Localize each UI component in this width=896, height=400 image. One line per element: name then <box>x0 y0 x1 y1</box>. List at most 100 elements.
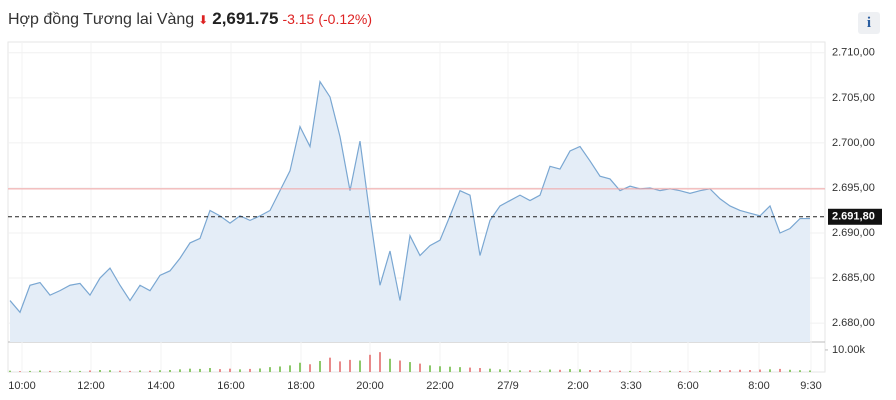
volume-bar <box>779 368 781 372</box>
y-tick-label: 2.680,00 <box>832 317 875 329</box>
volume-bar <box>599 370 601 372</box>
volume-bar <box>259 368 261 372</box>
volume-bar <box>439 366 441 372</box>
volume-bar <box>459 367 461 372</box>
x-tick-label: 6:00 <box>677 380 698 392</box>
plot-frame <box>7 41 826 373</box>
volume-bar <box>429 365 431 372</box>
volume-bar <box>139 370 141 372</box>
change: -3.15 <box>282 11 315 27</box>
volume-bar <box>279 366 281 372</box>
volume-tick-label: 10.00k <box>832 344 866 356</box>
volume-bar <box>199 368 201 372</box>
x-tick-label: 3:30 <box>620 380 641 392</box>
volume-bar <box>549 369 551 372</box>
volume-bar <box>509 370 511 372</box>
volume-bar <box>379 352 381 372</box>
volume-bar <box>709 370 711 372</box>
last-price-box <box>828 208 882 225</box>
volume-bar <box>219 369 221 372</box>
x-tick-label: 14:00 <box>147 380 175 392</box>
volume-bar <box>689 371 691 372</box>
volume-bar <box>469 367 471 372</box>
volume-bar <box>759 369 761 372</box>
volume-bar <box>629 370 631 372</box>
volume-bar <box>369 354 371 372</box>
x-tick-label: 9:30 <box>800 380 821 392</box>
volume-bar <box>329 357 331 372</box>
volume-bar <box>799 370 801 372</box>
volume-bar <box>529 370 531 372</box>
volume-bar <box>79 370 81 372</box>
volume-bar <box>159 370 161 372</box>
volume-bar <box>359 360 361 372</box>
change-percent: (-0.12%) <box>318 11 373 27</box>
volume-bar <box>809 370 811 372</box>
volume-bar <box>609 370 611 372</box>
last-price: 2,691.75 <box>212 9 279 28</box>
volume-bar <box>409 362 411 372</box>
volume-bar <box>229 368 231 372</box>
volume-bar <box>419 363 421 372</box>
volume-bar <box>749 370 751 372</box>
y-tick-label: 2.685,00 <box>832 272 875 284</box>
x-tick-label: 2:00 <box>567 380 588 392</box>
x-tick-label: 22:00 <box>426 380 454 392</box>
instrument-name: Hợp đồng Tương lai Vàng <box>8 11 195 28</box>
volume-bar <box>669 370 671 372</box>
x-tick-label: 16:00 <box>217 380 245 392</box>
x-tick-label: 12:00 <box>77 380 105 392</box>
volume-bar <box>489 368 491 372</box>
volume-bar <box>149 370 151 372</box>
volume-bar <box>519 370 521 372</box>
price-area <box>10 81 810 342</box>
y-tick-label: 2.705,00 <box>832 92 875 104</box>
y-tick-label: 2.710,00 <box>832 47 875 59</box>
volume-bar <box>399 360 401 372</box>
volume-bar <box>29 370 31 372</box>
volume-bar <box>169 370 171 372</box>
volume-bar <box>99 370 101 372</box>
volume-bar <box>589 370 591 372</box>
volume-bar <box>119 370 121 372</box>
x-tick-label: 10:00 <box>8 380 36 392</box>
volume-bar <box>769 369 771 372</box>
volume-bar <box>309 364 311 372</box>
volume-bar <box>679 370 681 372</box>
volume-bar <box>659 371 661 372</box>
volume-bar <box>739 369 741 372</box>
volume-bar <box>579 369 581 372</box>
volume-bar <box>479 368 481 372</box>
info-button[interactable]: i <box>858 12 880 34</box>
volume-bar <box>19 371 21 372</box>
volume-bar <box>349 359 351 372</box>
volume-bar <box>249 368 251 372</box>
volume-bar <box>129 370 131 372</box>
volume-bar <box>239 369 241 372</box>
price-line <box>9 79 810 314</box>
volume-bar <box>109 370 111 372</box>
volume-bar <box>9 370 11 372</box>
x-tick-label: 27/9 <box>497 380 518 392</box>
volume-bar <box>499 369 501 372</box>
header: Hợp đồng Tương lai Vàng ⬇ 2,691.75 -3.15 (-0… <box>8 9 372 29</box>
volume-bar <box>289 365 291 372</box>
volume-bar <box>209 368 211 372</box>
down-arrow: ⬇ <box>198 13 209 27</box>
volume-bar <box>639 371 641 372</box>
volume-bar <box>649 370 651 372</box>
volume-bar <box>339 361 341 372</box>
volume-bar <box>69 370 71 372</box>
last-price-label: 2.691,80 <box>832 211 875 223</box>
y-tick-label: 2.695,00 <box>832 182 875 194</box>
volume-bar <box>389 358 391 372</box>
volume-bar <box>559 369 561 372</box>
volume-bar <box>319 360 321 372</box>
volume-bar <box>789 369 791 372</box>
volume-bar <box>619 370 621 372</box>
volume-bar <box>539 370 541 372</box>
volume-bar <box>39 370 41 372</box>
x-tick-label: 18:00 <box>287 380 315 392</box>
